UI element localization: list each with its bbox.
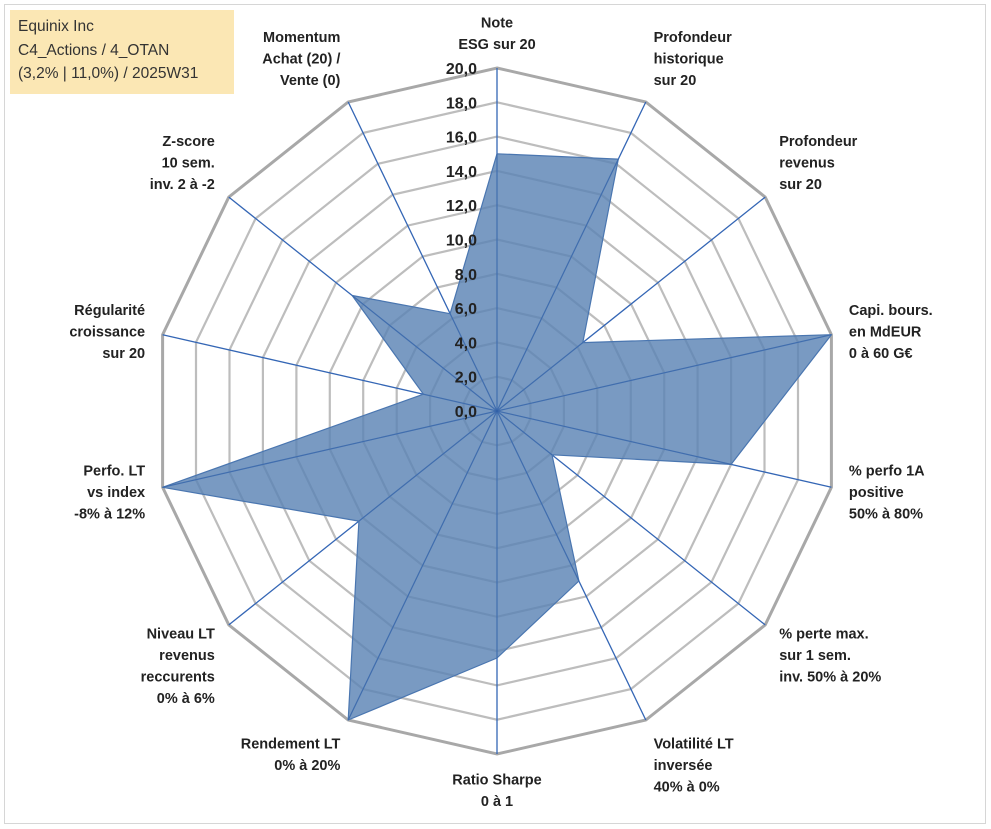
axis-labels: Note ESG sur 20 Profondeur historique sur 20… bbox=[69, 16, 932, 811]
axis-label: 40% à 0% bbox=[654, 780, 720, 796]
axis-label: croissance bbox=[69, 324, 145, 340]
axis-label: % perfo 1A bbox=[849, 464, 925, 480]
axis-label: Perfo. LT bbox=[83, 464, 145, 480]
tick-label: 20,0 bbox=[446, 61, 477, 78]
axis-spoke-overlay bbox=[351, 295, 498, 412]
axis-label: revenus bbox=[159, 648, 215, 664]
axis-spoke-overlay bbox=[496, 410, 553, 456]
axis-label: 50% à 80% bbox=[849, 507, 923, 523]
axis-label: Note bbox=[481, 16, 513, 32]
tick-label: 8,0 bbox=[455, 267, 477, 284]
axis-label: Profondeur bbox=[779, 134, 857, 150]
tick-label: 16,0 bbox=[446, 130, 477, 147]
info-box: Equinix Inc C4_Actions / 4_OTAN (3,2% | … bbox=[10, 10, 234, 94]
axis-label: ESG sur 20 bbox=[458, 37, 535, 53]
axis-label: 0% à 20% bbox=[274, 758, 340, 774]
tick-label: 4,0 bbox=[455, 335, 477, 352]
tick-label: 0,0 bbox=[455, 404, 477, 421]
radial-tick-labels: 0,0 2,0 4,0 6,0 8,0 10,0 12,0 14,0 16,0 18,0 20,0 bbox=[446, 61, 477, 421]
tick-label: 12,0 bbox=[446, 198, 477, 215]
info-stats-week: (3,2% | 11,0%) / 2025W31 bbox=[18, 65, 199, 82]
axis-label: reccurents bbox=[141, 670, 215, 686]
axis-label: sur 1 sem. bbox=[779, 648, 851, 664]
axis-label: inv. 2 à -2 bbox=[150, 177, 215, 193]
axis-label: historique bbox=[654, 51, 724, 67]
axis-spoke-overlay bbox=[423, 393, 498, 412]
axis-label: vs index bbox=[87, 485, 145, 501]
axis-label: revenus bbox=[779, 155, 835, 171]
axis-spoke-overlay bbox=[496, 158, 619, 412]
axis-label: Profondeur bbox=[654, 30, 732, 46]
axis-label: Z-score bbox=[162, 134, 214, 150]
axis-label: Ratio Sharpe bbox=[452, 773, 541, 789]
tick-label: 10,0 bbox=[446, 233, 477, 250]
axis-label: Capi. bours. bbox=[849, 303, 933, 319]
info-portfolio: C4_Actions / 4_OTAN bbox=[18, 41, 170, 59]
axis-label: Achat (20) / bbox=[262, 51, 340, 67]
axis-spoke-overlay bbox=[162, 410, 498, 488]
axis-label: Rendement LT bbox=[241, 737, 341, 753]
axis-label: % perte max. bbox=[779, 627, 868, 643]
axis-label: 10 sem. bbox=[162, 155, 215, 171]
axis-label: en MdEUR bbox=[849, 324, 922, 340]
axis-spoke-overlay bbox=[449, 313, 498, 412]
axis-spoke-overlay bbox=[496, 342, 584, 412]
axis-label: Volatilité LT bbox=[654, 737, 734, 753]
axis-spoke-overlay bbox=[496, 410, 580, 582]
info-company: Equinix Inc bbox=[18, 18, 94, 35]
axis-label: Niveau LT bbox=[147, 627, 215, 643]
axis-label: 0 à 60 G€ bbox=[849, 346, 913, 362]
axis-label: Régularité bbox=[74, 303, 145, 319]
tick-label: 18,0 bbox=[446, 95, 477, 112]
axis-label: inv. 50% à 20% bbox=[779, 670, 881, 686]
axis-label: inversée bbox=[654, 758, 713, 774]
axis-spoke-overlay bbox=[496, 334, 832, 412]
tick-label: 2,0 bbox=[455, 370, 477, 387]
tick-label: 6,0 bbox=[455, 301, 477, 318]
axis-spoke-overlay bbox=[496, 410, 732, 465]
axis-label: sur 20 bbox=[102, 346, 145, 362]
axis-label: 0 à 1 bbox=[481, 794, 513, 810]
axis-spoke-overlay bbox=[347, 410, 498, 721]
axis-label: sur 20 bbox=[779, 177, 822, 193]
axis-label: sur 20 bbox=[654, 73, 697, 89]
tick-label: 14,0 bbox=[446, 164, 477, 181]
axis-label: Vente (0) bbox=[280, 73, 341, 89]
axis-spoke-overlay bbox=[358, 410, 498, 522]
axis-label: 0% à 6% bbox=[157, 691, 215, 707]
axis-label: Momentum bbox=[263, 30, 340, 46]
axis-label: -8% à 12% bbox=[74, 507, 145, 523]
radar-series bbox=[162, 153, 833, 721]
axis-label: positive bbox=[849, 485, 904, 501]
